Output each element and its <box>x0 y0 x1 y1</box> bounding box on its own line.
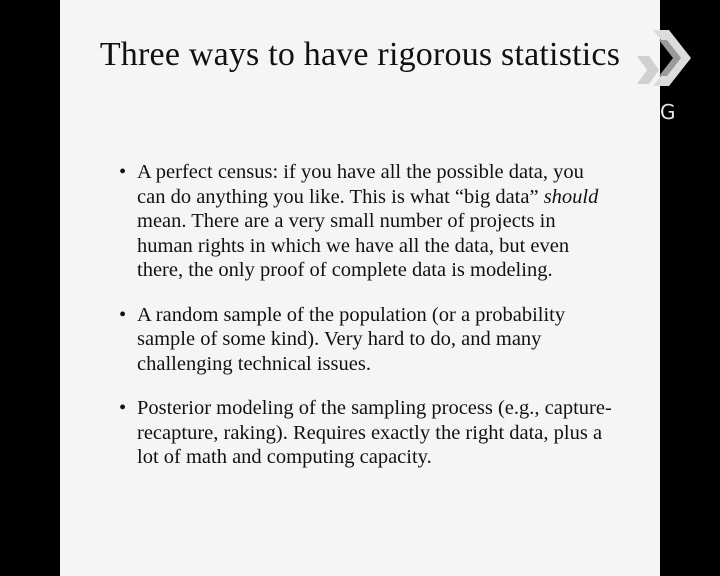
bullet-text: A perfect census: if you have all the po… <box>137 161 584 208</box>
bullet-emphasis: should <box>543 185 599 208</box>
bullet-text: Posterior modeling of the sampling proce… <box>137 397 612 468</box>
bullet-item-posterior-modeling: • Posterior modeling of the sampling proc… <box>116 396 616 470</box>
bullet-list: • A perfect census: if you have all the p… <box>116 160 616 490</box>
bullet-item-random-sample: • A random sample of the population (or a… <box>116 303 616 377</box>
slide: Three ways to have rigorous statistics •… <box>60 0 660 576</box>
broadcaster-logo-icon <box>629 26 699 126</box>
bullet-dot-icon: • <box>119 161 127 183</box>
bullet-item-census: • A perfect census: if you have all the p… <box>116 160 616 283</box>
bullet-text-after: mean. There are a very small number of p… <box>137 210 570 281</box>
bullet-text: A random sample of the population (or a … <box>137 303 566 375</box>
logo-letter: G <box>660 100 676 124</box>
bullet-dot-icon: • <box>119 397 127 419</box>
bullet-dot-icon: • <box>119 303 127 326</box>
slide-title: Three ways to have rigorous statistics <box>99 36 621 73</box>
